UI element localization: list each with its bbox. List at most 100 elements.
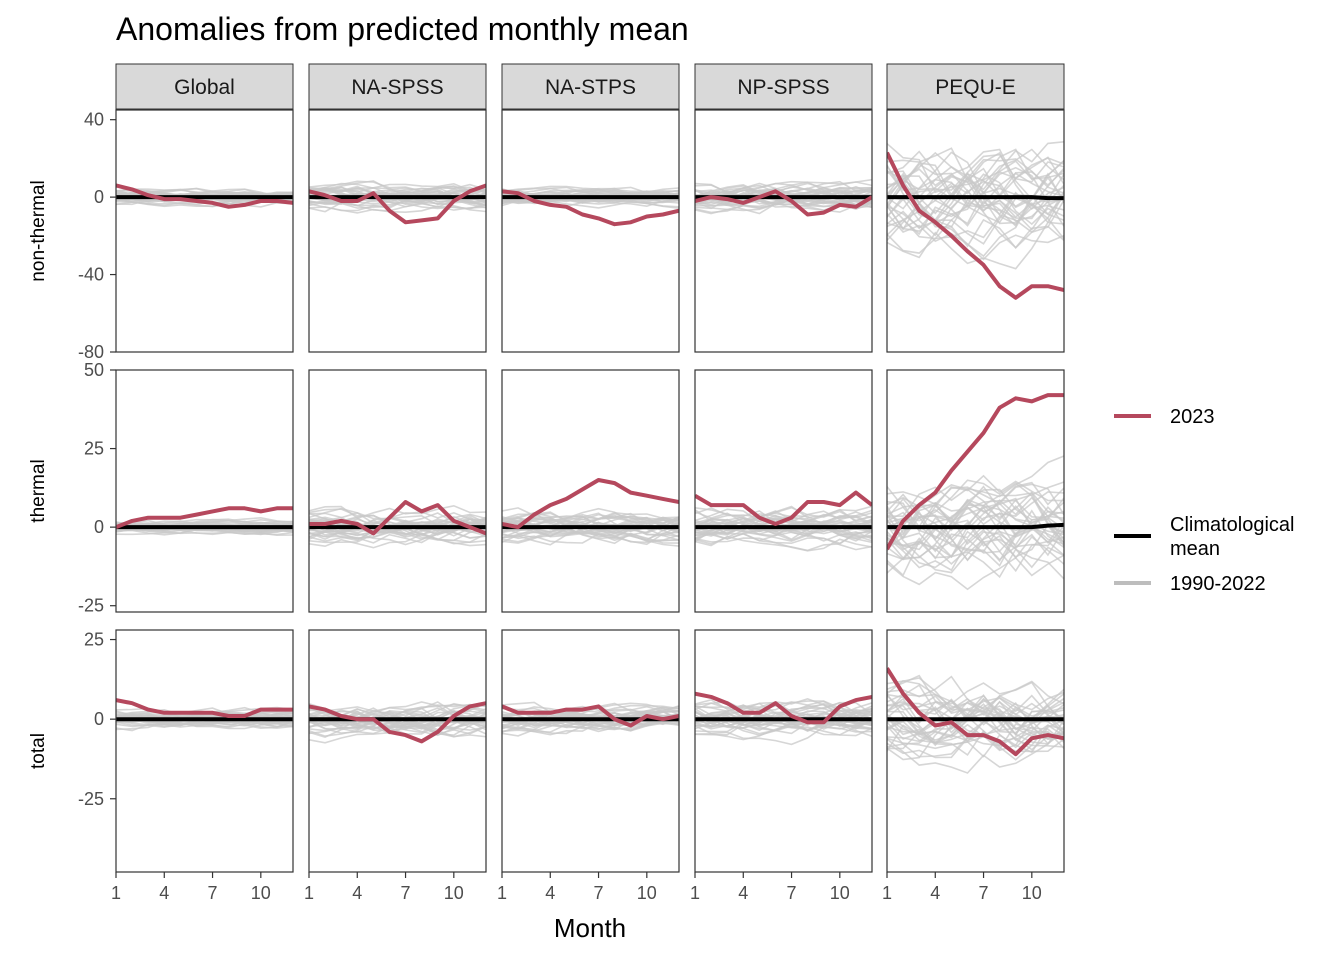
panel-border	[886, 369, 1065, 613]
y-tick-label: -25	[78, 789, 104, 809]
panel-border	[501, 629, 680, 873]
facet-strip-na-spss: NA-SPSS	[308, 63, 487, 110]
facet-label-na-stps: NA-STPS	[545, 76, 636, 99]
background-year-line	[502, 512, 679, 526]
background-year-line	[887, 502, 1064, 527]
background-year-line	[502, 507, 679, 534]
background-years-thermal-na-stps	[502, 507, 679, 547]
x-tick-label: 10	[830, 883, 850, 903]
x-axis-na-spss: 1 4 7 10	[304, 872, 464, 903]
x-axis-np-spss: 1 4 7 10	[690, 872, 850, 903]
background-year-line	[887, 554, 1064, 591]
panel-border	[308, 629, 487, 873]
panel-thermal-global	[115, 369, 294, 613]
background-year-line	[887, 192, 1064, 254]
x-tick-label: 4	[159, 883, 169, 903]
climatological-mean-line	[887, 522, 1064, 530]
x-axis-global: 1 4 7 10	[111, 872, 271, 903]
x-tick-label: 1	[882, 883, 892, 903]
panel-border	[308, 109, 487, 353]
x-tick-label: 4	[738, 883, 748, 903]
panel-total-na-stps: 1 4 7 10	[497, 629, 680, 903]
y-tick-label: 25	[84, 439, 104, 459]
y-tick-label: 0	[94, 517, 104, 537]
panel-border	[115, 629, 294, 873]
y-tick-label: 50	[84, 360, 104, 380]
x-tick-label: 4	[930, 883, 940, 903]
background-year-line	[309, 504, 486, 526]
series-2023-line	[695, 490, 872, 526]
x-tick-label: 7	[594, 883, 604, 903]
panel-thermal-na-spss	[308, 369, 487, 613]
y-axis-non-thermal: 40 0 -40 -80	[78, 110, 116, 362]
y-axis-total: 25 0 -25	[78, 630, 116, 809]
panel-background	[695, 370, 872, 612]
y-tick-label: -40	[78, 265, 104, 285]
panel-thermal-na-stps	[501, 369, 680, 613]
background-year-line	[887, 726, 1064, 774]
background-year-line	[887, 147, 1064, 220]
series-2023-line	[887, 667, 1064, 757]
background-year-line	[887, 485, 1064, 553]
background-year-line	[309, 527, 486, 546]
series-2023-line	[116, 698, 293, 718]
background-year-line	[887, 163, 1064, 225]
background-year-line	[887, 702, 1064, 741]
facet-label-na-spss: NA-SPSS	[351, 76, 443, 99]
panel-border	[308, 369, 487, 613]
background-year-line	[887, 731, 1064, 751]
series-2023-line	[309, 701, 486, 744]
x-tick-label: 10	[251, 883, 271, 903]
panel-total-pequ-e: 1 4 7 10	[882, 629, 1065, 903]
x-tick-label: 1	[690, 883, 700, 903]
row-label-non-thermal: non-thermal	[28, 180, 49, 281]
panel-background	[309, 370, 486, 612]
x-tick-label: 7	[787, 883, 797, 903]
background-year-line	[887, 693, 1064, 737]
facet-strip-global: Global	[115, 63, 294, 110]
facet-panels: Global NA-SPSS NA-STPS NP-SPSS PEQU-E non-the…	[28, 63, 1065, 903]
panel-thermal-np-spss	[694, 369, 873, 613]
background-year-line	[887, 677, 1064, 716]
background-year-line	[887, 501, 1064, 550]
facet-strip-np-spss: NP-SPSS	[694, 63, 873, 110]
panel-background	[502, 370, 679, 612]
x-tick-label: 7	[401, 883, 411, 903]
y-tick-label: 0	[94, 187, 104, 207]
series-2023-line	[695, 691, 872, 725]
series-2023-line	[695, 189, 872, 217]
x-tick-label: 4	[352, 883, 362, 903]
panel-background	[502, 630, 679, 872]
panel-background	[309, 110, 486, 352]
panel-border	[694, 109, 873, 353]
panel-border	[501, 109, 680, 353]
background-year-line	[309, 188, 486, 206]
background-year-line	[309, 508, 486, 528]
panel-background	[116, 110, 293, 352]
background-year-line	[502, 525, 679, 536]
legend-label-climatological-line2: mean	[1170, 538, 1220, 560]
panel-non-thermal-np-spss	[694, 109, 873, 353]
panel-background	[116, 370, 293, 612]
background-year-line	[695, 521, 872, 551]
legend-item-1990-2022: 1990-2022	[1114, 573, 1266, 595]
row-label-thermal: thermal	[28, 459, 49, 522]
background-year-line	[695, 506, 872, 541]
series-2023-line	[887, 151, 1064, 300]
series-2023-line	[502, 189, 679, 227]
background-year-line	[695, 700, 872, 723]
panel-background	[695, 110, 872, 352]
panel-non-thermal-na-stps	[501, 109, 680, 353]
climatological-mean-line	[887, 195, 1064, 201]
background-year-line	[887, 183, 1064, 228]
panel-border	[694, 369, 873, 613]
background-year-line	[695, 505, 872, 525]
panel-border	[115, 369, 294, 613]
x-axis-na-stps: 1 4 7 10	[497, 872, 657, 903]
facet-strip-na-stps: NA-STPS	[501, 63, 680, 110]
background-year-line	[695, 700, 872, 719]
x-tick-label: 1	[304, 883, 314, 903]
y-tick-label: 25	[84, 630, 104, 650]
